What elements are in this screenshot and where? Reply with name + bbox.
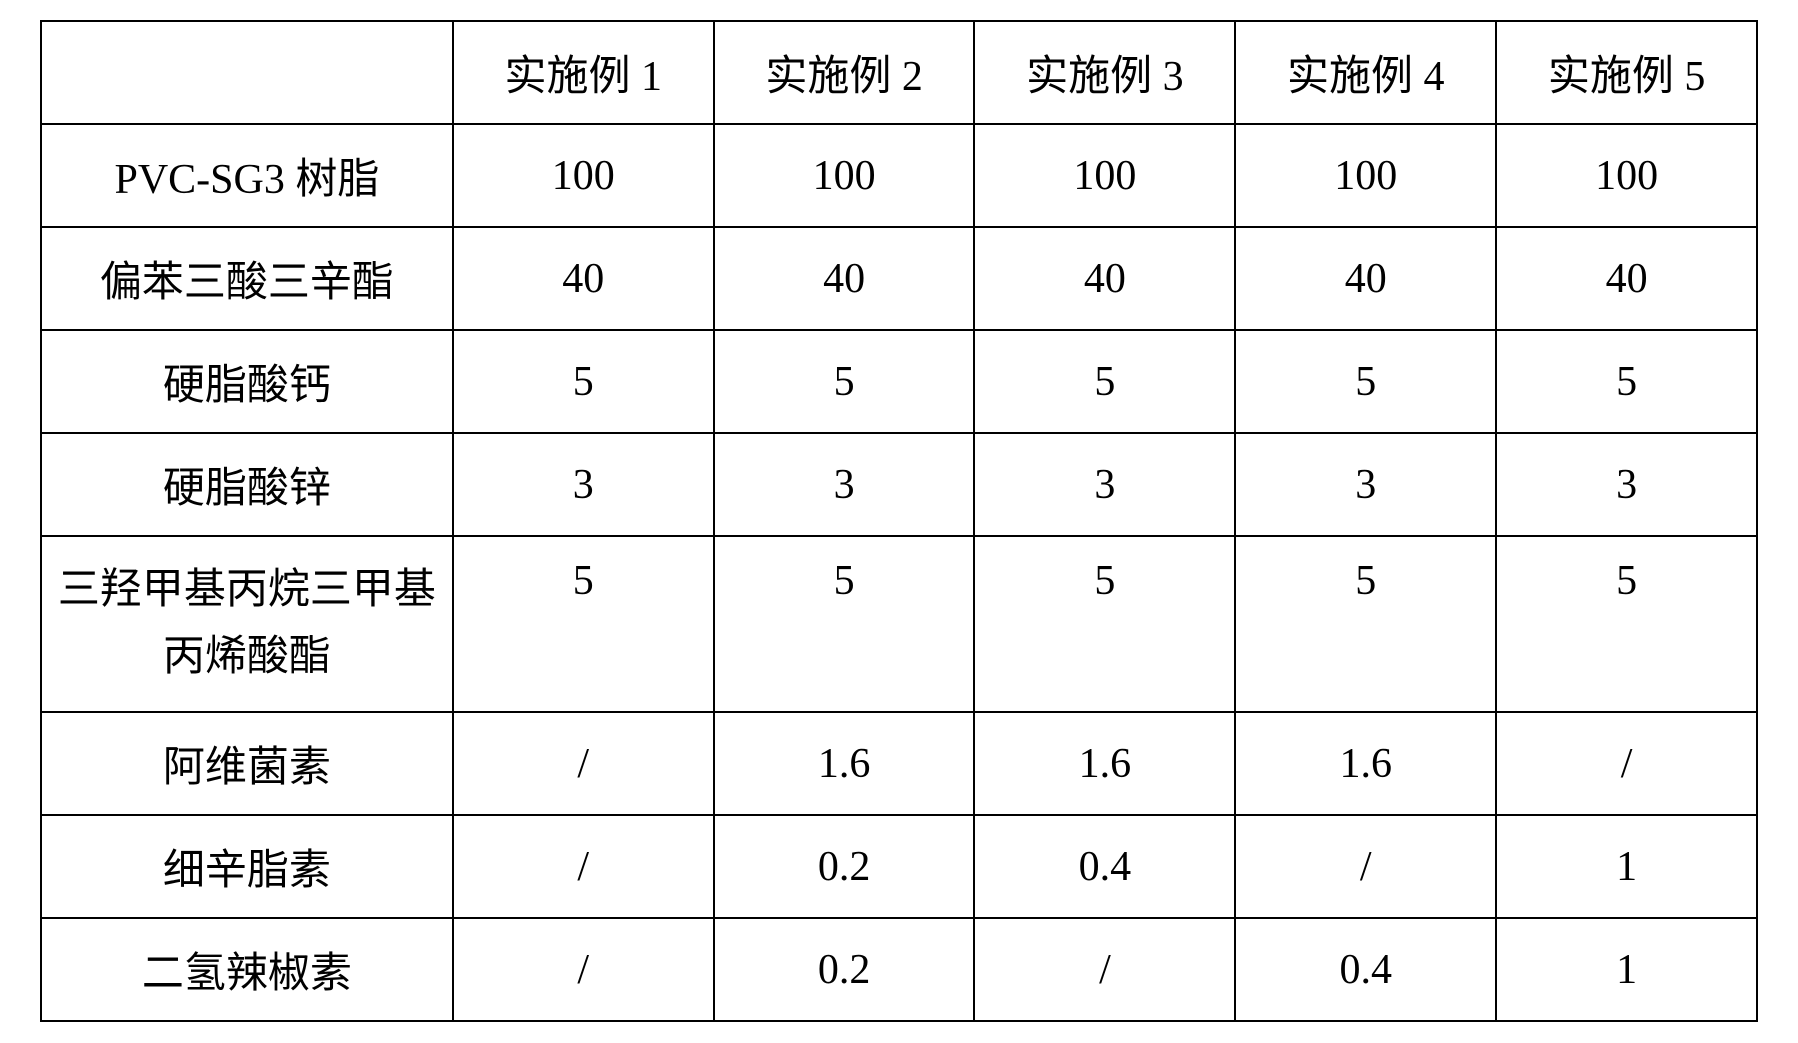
cell: 1.6 xyxy=(714,712,975,815)
table-header-row: 实施例 1 实施例 2 实施例 3 实施例 4 实施例 5 xyxy=(41,21,1757,124)
cell: 100 xyxy=(1235,124,1496,227)
cell: 0.2 xyxy=(714,918,975,1021)
cell: 0.4 xyxy=(1235,918,1496,1021)
cell: 100 xyxy=(714,124,975,227)
cell: 1.6 xyxy=(1235,712,1496,815)
header-col-3: 实施例 3 xyxy=(974,21,1235,124)
cell: / xyxy=(974,918,1235,1021)
row-label: 硬脂酸钙 xyxy=(41,330,453,433)
cell: / xyxy=(1496,712,1757,815)
cell: 1.6 xyxy=(974,712,1235,815)
cell: 3 xyxy=(453,433,714,536)
cell: / xyxy=(1235,815,1496,918)
header-col-5: 实施例 5 xyxy=(1496,21,1757,124)
cell: 3 xyxy=(974,433,1235,536)
cell: 3 xyxy=(1496,433,1757,536)
table-row: 硬脂酸锌 3 3 3 3 3 xyxy=(41,433,1757,536)
cell: / xyxy=(453,918,714,1021)
cell: 40 xyxy=(1235,227,1496,330)
cell: 5 xyxy=(714,330,975,433)
cell: 3 xyxy=(1235,433,1496,536)
page: 实施例 1 实施例 2 实施例 3 实施例 4 实施例 5 PVC-SG3 树脂… xyxy=(0,0,1798,1043)
row-label: 细辛脂素 xyxy=(41,815,453,918)
table-row: 细辛脂素 / 0.2 0.4 / 1 xyxy=(41,815,1757,918)
cell: 1 xyxy=(1496,815,1757,918)
composition-table: 实施例 1 实施例 2 实施例 3 实施例 4 实施例 5 PVC-SG3 树脂… xyxy=(40,20,1758,1022)
row-label: 偏苯三酸三辛酯 xyxy=(41,227,453,330)
row-label: 二氢辣椒素 xyxy=(41,918,453,1021)
table-body: PVC-SG3 树脂 100 100 100 100 100 偏苯三酸三辛酯 4… xyxy=(41,124,1757,1021)
row-label: PVC-SG3 树脂 xyxy=(41,124,453,227)
cell: 0.4 xyxy=(974,815,1235,918)
header-col-2: 实施例 2 xyxy=(714,21,975,124)
cell: 3 xyxy=(714,433,975,536)
cell: 5 xyxy=(974,330,1235,433)
cell: 5 xyxy=(453,536,714,712)
cell: 100 xyxy=(1496,124,1757,227)
cell: 5 xyxy=(1235,536,1496,712)
cell: 5 xyxy=(1235,330,1496,433)
table-row: PVC-SG3 树脂 100 100 100 100 100 xyxy=(41,124,1757,227)
table-row: 二氢辣椒素 / 0.2 / 0.4 1 xyxy=(41,918,1757,1021)
row-label: 三羟甲基丙烷三甲基丙烯酸酯 xyxy=(41,536,453,712)
cell: 100 xyxy=(974,124,1235,227)
cell: 5 xyxy=(1496,536,1757,712)
cell: / xyxy=(453,815,714,918)
cell: 5 xyxy=(974,536,1235,712)
row-label: 阿维菌素 xyxy=(41,712,453,815)
table-row: 硬脂酸钙 5 5 5 5 5 xyxy=(41,330,1757,433)
cell: 5 xyxy=(453,330,714,433)
row-label: 硬脂酸锌 xyxy=(41,433,453,536)
cell: 40 xyxy=(714,227,975,330)
cell: 40 xyxy=(1496,227,1757,330)
header-empty xyxy=(41,21,453,124)
table-row: 偏苯三酸三辛酯 40 40 40 40 40 xyxy=(41,227,1757,330)
table-row: 阿维菌素 / 1.6 1.6 1.6 / xyxy=(41,712,1757,815)
cell: 1 xyxy=(1496,918,1757,1021)
cell: 40 xyxy=(974,227,1235,330)
header-col-1: 实施例 1 xyxy=(453,21,714,124)
header-col-4: 实施例 4 xyxy=(1235,21,1496,124)
cell: 40 xyxy=(453,227,714,330)
cell: 0.2 xyxy=(714,815,975,918)
cell: 5 xyxy=(714,536,975,712)
cell: 100 xyxy=(453,124,714,227)
cell: / xyxy=(453,712,714,815)
table-row: 三羟甲基丙烷三甲基丙烯酸酯 5 5 5 5 5 xyxy=(41,536,1757,712)
cell: 5 xyxy=(1496,330,1757,433)
